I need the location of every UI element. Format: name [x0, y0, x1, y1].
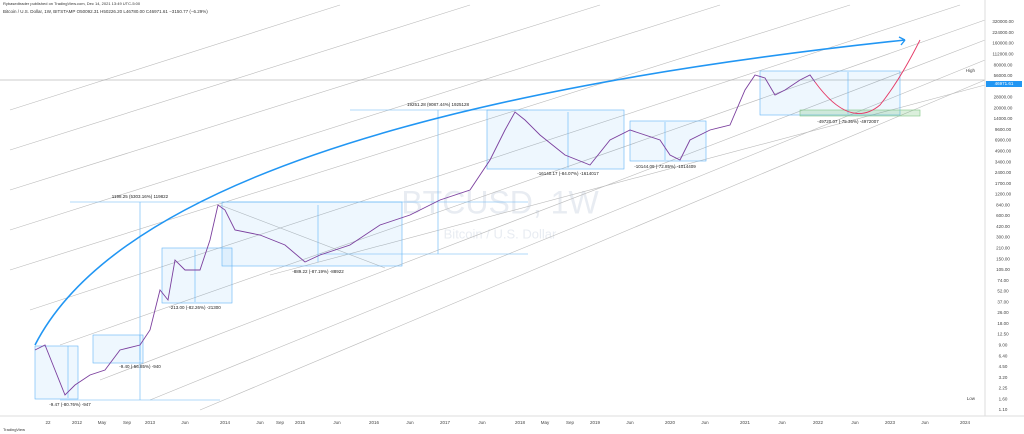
time-label: Sep [276, 420, 285, 425]
time-label: 22 [45, 420, 51, 425]
price-label: 2400.00 [995, 170, 1012, 175]
time-label: Sep [123, 420, 132, 425]
price-label: 320000.00 [992, 19, 1014, 24]
time-label: 2023 [885, 420, 896, 425]
price-label: 4.50 [999, 364, 1008, 369]
time-label: 2015 [295, 420, 306, 425]
price-label: 1700.00 [995, 181, 1012, 186]
high-label: High [966, 68, 976, 73]
price-label: 3.20 [999, 375, 1008, 380]
time-label: Jun [701, 420, 709, 425]
price-label: 80000.00 [994, 62, 1013, 67]
price-label: 160000.00 [992, 41, 1014, 46]
time-label: 2013 [145, 420, 156, 425]
price-label: 9.00 [999, 343, 1008, 348]
time-label: Jun [778, 420, 786, 425]
price-label: 210.00 [996, 246, 1010, 251]
measure-label: -10144.09 (-72.85%) -1014409 [634, 164, 696, 169]
time-axis: 22 2012 May Sep 2013 Jun 2014 Jun Sep 2015 Jun 2016… [45, 420, 970, 425]
price-label: 3400.00 [995, 159, 1012, 164]
time-label: 2017 [440, 420, 451, 425]
time-label: 2014 [220, 420, 231, 425]
measure-lines [60, 72, 849, 401]
measure-label: 19251.28 (9087.44%) 1925128 [407, 102, 470, 107]
price-label: 1.10 [999, 407, 1008, 412]
measure-label: -213.00 (-82.26%) -21300 [169, 305, 221, 310]
time-label: Jun [333, 420, 341, 425]
low-label: Low [967, 396, 976, 401]
time-label: May [541, 420, 550, 425]
price-line [34, 74, 816, 396]
price-label: 14000.00 [994, 116, 1013, 121]
price-label: 56000.00 [994, 73, 1013, 78]
time-label: Sep [566, 420, 575, 425]
time-label: 2016 [369, 420, 380, 425]
time-label: May [98, 420, 107, 425]
projection-curve [814, 39, 921, 114]
footer: TradingView [3, 427, 25, 432]
price-label: 420.00 [996, 224, 1010, 229]
last-price: 46971.61 [995, 81, 1014, 86]
growth-curve [34, 39, 906, 346]
price-label: 105.00 [996, 267, 1010, 272]
price-label: 300.00 [996, 235, 1010, 240]
price-label: 600.00 [996, 213, 1010, 218]
price-label: 52.00 [997, 289, 1009, 294]
price-label: 2.25 [999, 386, 1008, 391]
time-label: 2022 [813, 420, 824, 425]
last-price-box [986, 81, 1022, 87]
time-label: Jun [256, 420, 264, 425]
time-label: 2020 [665, 420, 676, 425]
time-label: Jun [406, 420, 414, 425]
price-label: 1.60 [999, 396, 1008, 401]
price-label: 224000.00 [992, 30, 1014, 35]
time-label: Jun [626, 420, 634, 425]
curve-arrow [898, 36, 906, 46]
price-label: 6900.00 [995, 138, 1012, 143]
price-label: 12.50 [997, 332, 1009, 337]
price-axis: 320000.00 224000.00 160000.00 112000.00 8000… [992, 19, 1014, 412]
price-label: 37.00 [997, 299, 1009, 304]
price-label: 74.00 [997, 278, 1009, 283]
time-label: 2019 [590, 420, 601, 425]
time-label: Jun [921, 420, 929, 425]
time-label: 2024 [960, 420, 971, 425]
time-label: Jun [181, 420, 189, 425]
measure-label: 1198.25 (5303.16%) 119822 [112, 194, 169, 199]
price-label: 150.00 [996, 256, 1010, 261]
measure-label: -889.22 (-87.19%) -88922 [292, 269, 344, 274]
price-label: 18.00 [997, 321, 1009, 326]
measure-label: -49720.07 (-75.36%) -4972007 [817, 119, 879, 124]
channel-lines [0, 4, 986, 411]
price-label: 6.40 [999, 353, 1008, 358]
publisher: Rybasedtrader published on TradingView.c… [3, 1, 141, 6]
watermark: BTCUSD, 1W [401, 184, 599, 220]
price-label: 112000.00 [993, 52, 1014, 57]
price-label: 1200.00 [995, 192, 1012, 197]
time-label: 2018 [515, 420, 526, 425]
price-label: 4900.00 [995, 149, 1012, 154]
symbol: Bitcoin / U.S. Dollar, 1W, BITSTAMP O500… [3, 9, 208, 14]
price-label: 840.00 [996, 202, 1010, 207]
price-label: 20000.00 [994, 105, 1013, 110]
price-label: 26.00 [997, 310, 1009, 315]
price-label: 9600.00 [995, 127, 1012, 132]
measure-label: -9.40 (-56.85%) -940 [119, 364, 161, 369]
time-label: Jun [478, 420, 486, 425]
measure-label: -9.47 (-80.76%) -947 [49, 402, 91, 407]
time-label: Jun [851, 420, 859, 425]
price-label: 28000.00 [994, 95, 1013, 100]
time-label: 2012 [72, 420, 83, 425]
watermark-sub: Bitcoin / U.S. Dollar [444, 226, 557, 241]
annotations: 1198.25 (5303.16%) 119822 19251.28 (9087.… [49, 102, 879, 407]
measure-label: -16140.17 (-84.07%) -1614017 [537, 171, 599, 176]
time-label: 2021 [740, 420, 751, 425]
